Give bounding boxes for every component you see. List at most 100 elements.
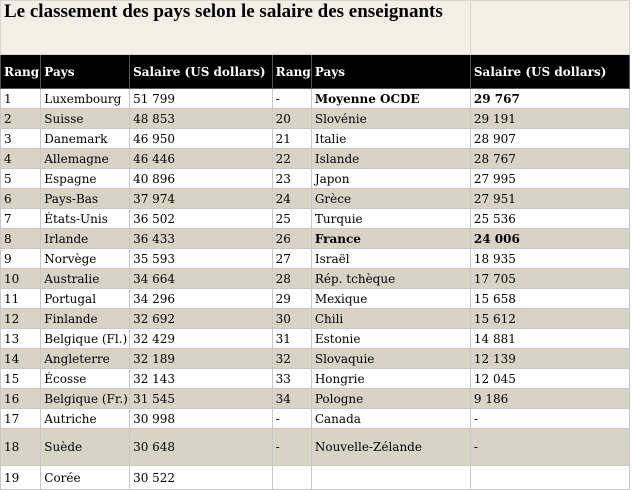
cell-country-left: Portugal [40,288,131,309]
cell-country-right: Islande [310,148,471,169]
cell-country-left: Corée [40,465,131,490]
cell-rank-right: 27 [271,248,312,269]
header-country-right: Pays [310,54,471,89]
cell-country-right: Pologne [310,388,471,409]
title-empty-cell [469,0,631,55]
cell-salary-right: 17 705 [469,268,631,289]
cell-salary-left: 40 896 [129,168,273,189]
cell-country-left: Pays-Bas [40,188,131,209]
cell-country-right: Chili [310,308,471,329]
cell-rank-right: 29 [271,288,312,309]
cell-salary-right [469,465,631,490]
cell-country-left: Norvège [40,248,131,269]
cell-country-left: Irlande [40,228,131,249]
cell-rank-left: 9 [0,248,42,269]
cell-country-left: Belgique (Fl.) [40,328,131,349]
cell-rank-left: 1 [0,88,42,109]
cell-country-left: Allemagne [40,148,131,169]
cell-country-right: Italie [310,128,471,149]
table-row: 1 Luxembourg 51 799- Moyenne OCDE 29 767 [0,88,631,109]
cell-country-right: Estonie [310,328,471,349]
table-row: 6 Pays-Bas 37 974 24 Grèce 27 951 [0,188,631,209]
cell-country-left: Belgique (Fr.) [40,388,131,409]
cell-rank-right: 34 [271,388,312,409]
cell-salary-left: 31 545 [129,388,273,409]
cell-rank-right: 28 [271,268,312,289]
cell-rank-right: 32 [271,348,312,369]
table-row: 2 Suisse 48 853 20 Slovénie 29 191 [0,108,631,129]
cell-salary-left: 46 446 [129,148,273,169]
cell-salary-right: 24 006 [469,228,631,249]
cell-country-right: Turquie [310,208,471,229]
cell-rank-left: 14 [0,348,42,369]
cell-country-left: Suisse [40,108,131,129]
cell-country-left: Écosse [40,368,131,389]
table-row: 5 Espagne 40 896 23 Japon 27 995 [0,168,631,189]
cell-salary-right: 29 767 [469,88,631,109]
cell-country-left: États-Unis [40,208,131,229]
cell-salary-right: 28 767 [469,148,631,169]
table-row: 15 Écosse 32 143 33 Hongrie 12 045 [0,368,631,389]
cell-country-right [310,465,471,490]
cell-rank-right: 21 [271,128,312,149]
cell-salary-right: 29 191 [469,108,631,129]
cell-country-right: Grèce [310,188,471,209]
cell-salary-right: 27 995 [469,168,631,189]
cell-salary-left: 34 296 [129,288,273,309]
cell-salary-right: 12 139 [469,348,631,369]
cell-country-right: Nouvelle-Zélande [310,428,471,466]
cell-rank-right: - [271,408,312,429]
title-row: Le classement des pays selon le salaire … [0,0,631,55]
header-salary-left: Salaire (US dollars) [129,54,273,89]
table-row: 18 Suède 30 648- Nouvelle-Zélande - [0,428,631,466]
cell-salary-right: 27 951 [469,188,631,209]
cell-rank-left: 15 [0,368,42,389]
cell-salary-left: 34 664 [129,268,273,289]
cell-rank-right: 23 [271,168,312,189]
table-row: 7 États-Unis 36 502 25 Turquie 25 536 [0,208,631,229]
cell-salary-left: 32 692 [129,308,273,329]
header-country-left: Pays [40,54,131,89]
cell-rank-left: 11 [0,288,42,309]
cell-salary-left: 30 648 [129,428,273,466]
table-row: 3 Danemark 46 950 21 Italie 28 907 [0,128,631,149]
cell-rank-right: 25 [271,208,312,229]
cell-rank-left: 8 [0,228,42,249]
cell-rank-left: 19 [0,465,42,490]
cell-salary-left: 30 522 [129,465,273,490]
cell-salary-right: 14 881 [469,328,631,349]
table-row: 17 Autriche 30 998- Canada - [0,408,631,429]
table-row: 9 Norvège 35 593 27 Israël 18 935 [0,248,631,269]
cell-rank-right: 31 [271,328,312,349]
cell-country-right: Moyenne OCDE [310,88,471,109]
cell-country-right: Hongrie [310,368,471,389]
cell-country-right: Slovénie [310,108,471,129]
table-row: 4 Allemagne 46 446 22 Islande 28 767 [0,148,631,169]
cell-salary-right: 28 907 [469,128,631,149]
cell-salary-left: 32 189 [129,348,273,369]
cell-rank-left: 2 [0,108,42,129]
cell-country-left: Luxembourg [40,88,131,109]
cell-rank-left: 5 [0,168,42,189]
cell-country-left: Danemark [40,128,131,149]
cell-salary-left: 35 593 [129,248,273,269]
cell-country-right: France [310,228,471,249]
cell-rank-right: 24 [271,188,312,209]
cell-rank-right: 30 [271,308,312,329]
table-row: 8 Irlande 36 433 26 France 24 006 [0,228,631,249]
cell-rank-left: 6 [0,188,42,209]
cell-rank-left: 3 [0,128,42,149]
header-salary-right: Salaire (US dollars) [469,54,631,89]
cell-rank-right: 22 [271,148,312,169]
cell-rank-left: 10 [0,268,42,289]
cell-country-right: Israël [310,248,471,269]
cell-salary-right: 9 186 [469,388,631,409]
cell-rank-right [271,465,312,490]
cell-rank-right: 26 [271,228,312,249]
cell-salary-right: 25 536 [469,208,631,229]
cell-salary-right: 15 658 [469,288,631,309]
header-rank-left: Rang [0,54,42,89]
cell-rank-left: 18 [0,428,42,466]
